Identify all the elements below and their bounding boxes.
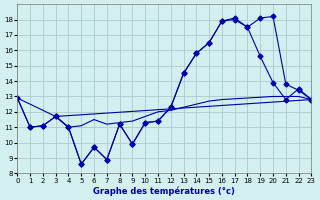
X-axis label: Graphe des températures (°c): Graphe des températures (°c) xyxy=(93,186,235,196)
